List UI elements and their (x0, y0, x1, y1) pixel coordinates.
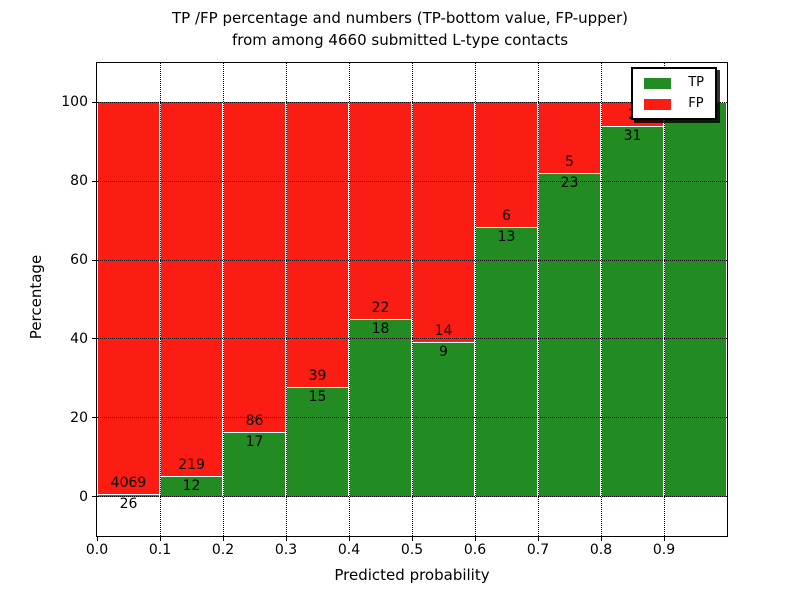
x-axis-label: Predicted probability (334, 566, 490, 584)
bar-segment-fp (223, 102, 286, 432)
gridline-vertical (348, 63, 350, 536)
y-tick-mark (92, 496, 96, 498)
gridline-horizontal (97, 259, 727, 261)
bar-segment-tp (538, 172, 601, 497)
bar-count-label-tp: 31 (623, 128, 642, 145)
bar-count-label-fp: 39 (308, 368, 327, 385)
legend-label-fp: FP (688, 96, 704, 111)
gridline-vertical (663, 63, 665, 536)
y-tick-mark (92, 259, 96, 261)
fp-legend-swatch-icon (644, 98, 672, 110)
x-tick-label: 0.7 (526, 542, 550, 558)
bar-count-label-fp: 6 (502, 207, 511, 224)
x-tick-mark (223, 537, 224, 541)
bar-segment-tp (475, 226, 538, 497)
bar-count-label-fp: 4069 (110, 475, 147, 492)
bar-count-label-tp: 13 (497, 228, 516, 245)
gridline-vertical (222, 63, 224, 536)
x-tick-label: 0.5 (400, 542, 424, 558)
y-tick-label: 0 (79, 488, 88, 505)
gridline-horizontal (97, 417, 727, 419)
gridline-horizontal (97, 338, 727, 340)
x-tick-label: 0.3 (274, 542, 298, 558)
legend-item-tp: TP (644, 76, 704, 90)
bar-segment-tp (286, 387, 349, 497)
bar-count-label-tp: 17 (245, 433, 264, 450)
gridline-horizontal (97, 101, 727, 103)
x-tick-label: 0.8 (589, 542, 613, 558)
bar-count-label-fp: 22 (371, 300, 390, 317)
gridline-vertical (411, 63, 413, 536)
bar-count-label-fp: 86 (245, 412, 264, 429)
gridline-vertical (159, 63, 161, 536)
gridline-vertical (537, 63, 539, 536)
bar-count-labels-layer: 2640691221917861539182291413623531254 (97, 63, 727, 536)
x-tick-mark (412, 537, 413, 541)
y-tick-mark (92, 417, 96, 419)
legend: TP FP (631, 67, 717, 120)
gridline-vertical (600, 63, 602, 536)
chart-title: TP /FP percentage and numbers (TP-bottom… (0, 7, 800, 51)
bar-segment-fp (349, 102, 412, 320)
bars-layer (97, 63, 727, 536)
x-tick-label: 0.6 (463, 542, 487, 558)
plot-area: 2640691221917861539182291413623531254 TP… (96, 62, 728, 537)
bar-segment-fp (412, 102, 475, 343)
legend-item-fp: FP (644, 97, 704, 111)
gridline-vertical (285, 63, 287, 536)
bar-count-label-fp: 14 (434, 323, 453, 340)
gridline-horizontal (97, 180, 727, 182)
x-tick-mark (538, 537, 539, 541)
bar-count-label-tp: 18 (371, 321, 390, 338)
bar-segment-tp (601, 126, 664, 497)
x-tick-label: 0.4 (337, 542, 361, 558)
x-tick-label: 0.1 (148, 542, 172, 558)
gridline-vertical (474, 63, 476, 536)
bar-count-label-tp: 12 (182, 478, 201, 495)
bar-count-label-tp: 23 (560, 174, 579, 191)
bar-count-label-tp: 26 (119, 496, 138, 513)
bar-count-label-fp: 5 (565, 153, 574, 170)
x-tick-mark (97, 537, 98, 541)
bar-count-label-fp: 219 (178, 457, 205, 474)
x-tick-label: 0.2 (211, 542, 235, 558)
y-tick-label: 20 (70, 409, 88, 426)
bar-segment-fp (475, 102, 538, 227)
tp-legend-swatch-icon (644, 77, 672, 89)
x-tick-mark (160, 537, 161, 541)
x-tick-mark (664, 537, 665, 541)
x-tick-mark (601, 537, 602, 541)
y-tick-mark (92, 180, 96, 182)
gridline-horizontal (97, 496, 727, 498)
bar-segment-fp (160, 102, 223, 477)
x-tick-label: 0.0 (85, 542, 109, 558)
chart-title-line1: TP /FP percentage and numbers (TP-bottom… (172, 9, 628, 27)
x-tick-label: 0.9 (652, 542, 676, 558)
chart-title-line2: from among 4660 submitted L-type contact… (231, 31, 569, 49)
x-tick-mark (475, 537, 476, 541)
grid-layer (97, 63, 727, 536)
y-tick-label: 60 (70, 252, 88, 269)
x-tick-mark (349, 537, 350, 541)
y-tick-mark (92, 338, 96, 340)
y-tick-mark (92, 101, 96, 103)
bar-count-label-tp: 15 (308, 389, 327, 406)
bar-count-label-tp: 9 (439, 344, 448, 361)
y-tick-label: 40 (70, 330, 88, 347)
y-tick-label: 100 (61, 94, 88, 111)
y-tick-label: 80 (70, 173, 88, 190)
bar-segment-tp (223, 431, 286, 497)
bar-segment-tp (664, 102, 727, 497)
x-tick-mark (286, 537, 287, 541)
legend-label-tp: TP (688, 75, 704, 90)
